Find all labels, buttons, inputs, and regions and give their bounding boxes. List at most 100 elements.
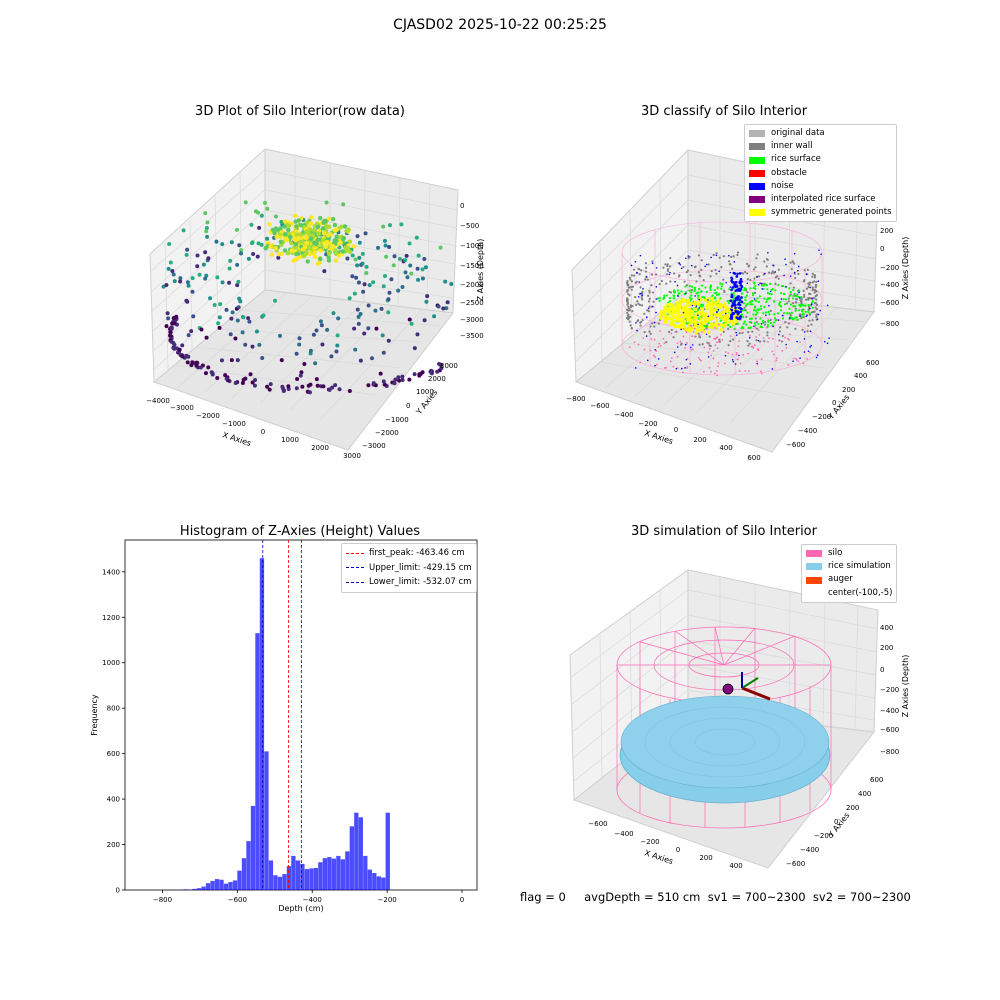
rice-surface-point (726, 300, 729, 303)
raw-point (278, 226, 283, 231)
inner-wall-point (641, 318, 644, 322)
rice-surface-point (753, 306, 757, 309)
raw-point (230, 310, 235, 315)
raw-point (312, 240, 317, 245)
noise-point (738, 354, 740, 357)
inner-wall-point (708, 335, 711, 338)
inner-wall-point (727, 344, 730, 347)
panel3-legend: first_peak: -463.46 cm Upper_limit: -429… (341, 543, 477, 593)
raw-point (203, 371, 208, 376)
noise-point (803, 338, 806, 340)
raw-point (166, 266, 171, 271)
y-tick-label: 800 (107, 705, 120, 713)
inner-wall-point (789, 313, 792, 317)
raw-point (380, 333, 385, 338)
original-point (716, 341, 718, 344)
noise-point (734, 306, 737, 310)
raw-point (420, 276, 425, 281)
raw-point (352, 326, 357, 331)
noise-point (689, 346, 692, 349)
noise-point (783, 274, 785, 277)
original-point (676, 355, 679, 358)
inner-wall-point (780, 340, 784, 343)
raw-point (326, 216, 332, 222)
raw-point (318, 215, 323, 221)
raw-point (259, 242, 264, 247)
inner-wall-point (701, 343, 704, 346)
inner-wall-point (813, 276, 817, 279)
original-point (749, 334, 751, 337)
noise-point (731, 312, 735, 316)
noise-point (677, 295, 679, 297)
inner-wall-point (797, 272, 800, 276)
inner-wall-point (670, 328, 673, 332)
y-tick-label: 1400 (102, 568, 120, 576)
symmetric-point (721, 310, 725, 315)
symmetric-point (709, 310, 713, 314)
inner-wall-point (636, 320, 639, 323)
noise-point (685, 257, 687, 260)
panel4-legend: silo rice simulation auger center(-100,-… (801, 544, 898, 603)
inner-wall-point (712, 253, 715, 257)
inner-wall-point (626, 289, 629, 292)
histogram-bar (300, 863, 305, 890)
raw-point (321, 237, 326, 243)
panel2-zlabel: Z Axies (Depth) (901, 237, 910, 300)
rice-surface-point (808, 312, 811, 315)
raw-point (417, 372, 422, 377)
rice-surface-point (795, 315, 798, 319)
svg-text:0: 0 (460, 202, 464, 210)
noise-point (736, 272, 739, 276)
original-point (650, 338, 653, 340)
rice-surface-point (688, 296, 691, 299)
rice-surface-point (807, 303, 810, 307)
noise-point (768, 304, 770, 307)
rice-surface-point (719, 319, 722, 322)
noise-point (634, 367, 637, 369)
rice-surface-point (701, 295, 704, 299)
inner-wall-point (626, 311, 629, 315)
raw-point (396, 288, 401, 293)
inner-wall-point (795, 301, 798, 304)
noise-point (630, 264, 633, 267)
original-point (753, 344, 756, 347)
inner-wall-point (746, 339, 749, 343)
inner-wall-point (718, 338, 721, 341)
noise-point (753, 325, 755, 328)
rice-surface-point (788, 307, 791, 310)
legend-label: first_peak: -463.46 cm (369, 548, 465, 558)
noise-point (734, 309, 738, 313)
raw-point (329, 354, 334, 359)
inner-wall-point (643, 312, 646, 315)
noise-point (809, 330, 812, 333)
inner-wall-point (815, 316, 818, 319)
noise-point (682, 311, 685, 314)
rice-surface-point (792, 297, 795, 300)
raw-point (178, 276, 183, 281)
raw-point (360, 261, 365, 266)
original-point (702, 370, 705, 373)
legend-label: auger (828, 574, 853, 585)
rice-surface-point (777, 283, 780, 286)
rice-surface-point (792, 294, 795, 297)
symmetric-point (705, 319, 709, 323)
noise-point (680, 328, 682, 331)
raw-point (253, 377, 258, 382)
inner-wall-point (763, 282, 766, 285)
noise-point (735, 331, 738, 334)
inner-wall-point (802, 289, 805, 293)
raw-point (429, 368, 434, 373)
symmetric-point (684, 328, 688, 332)
rice-surface-point (709, 285, 712, 288)
rice-surface-point (782, 317, 785, 320)
symmetric-point (677, 313, 681, 317)
original-point (760, 372, 763, 375)
original-point (676, 367, 679, 370)
raw-point (321, 384, 326, 389)
raw-point (218, 302, 223, 307)
inner-wall-point (651, 260, 654, 263)
inner-wall-point (752, 268, 755, 271)
noise-point (736, 334, 738, 336)
raw-point (298, 232, 303, 237)
raw-point (335, 333, 340, 338)
